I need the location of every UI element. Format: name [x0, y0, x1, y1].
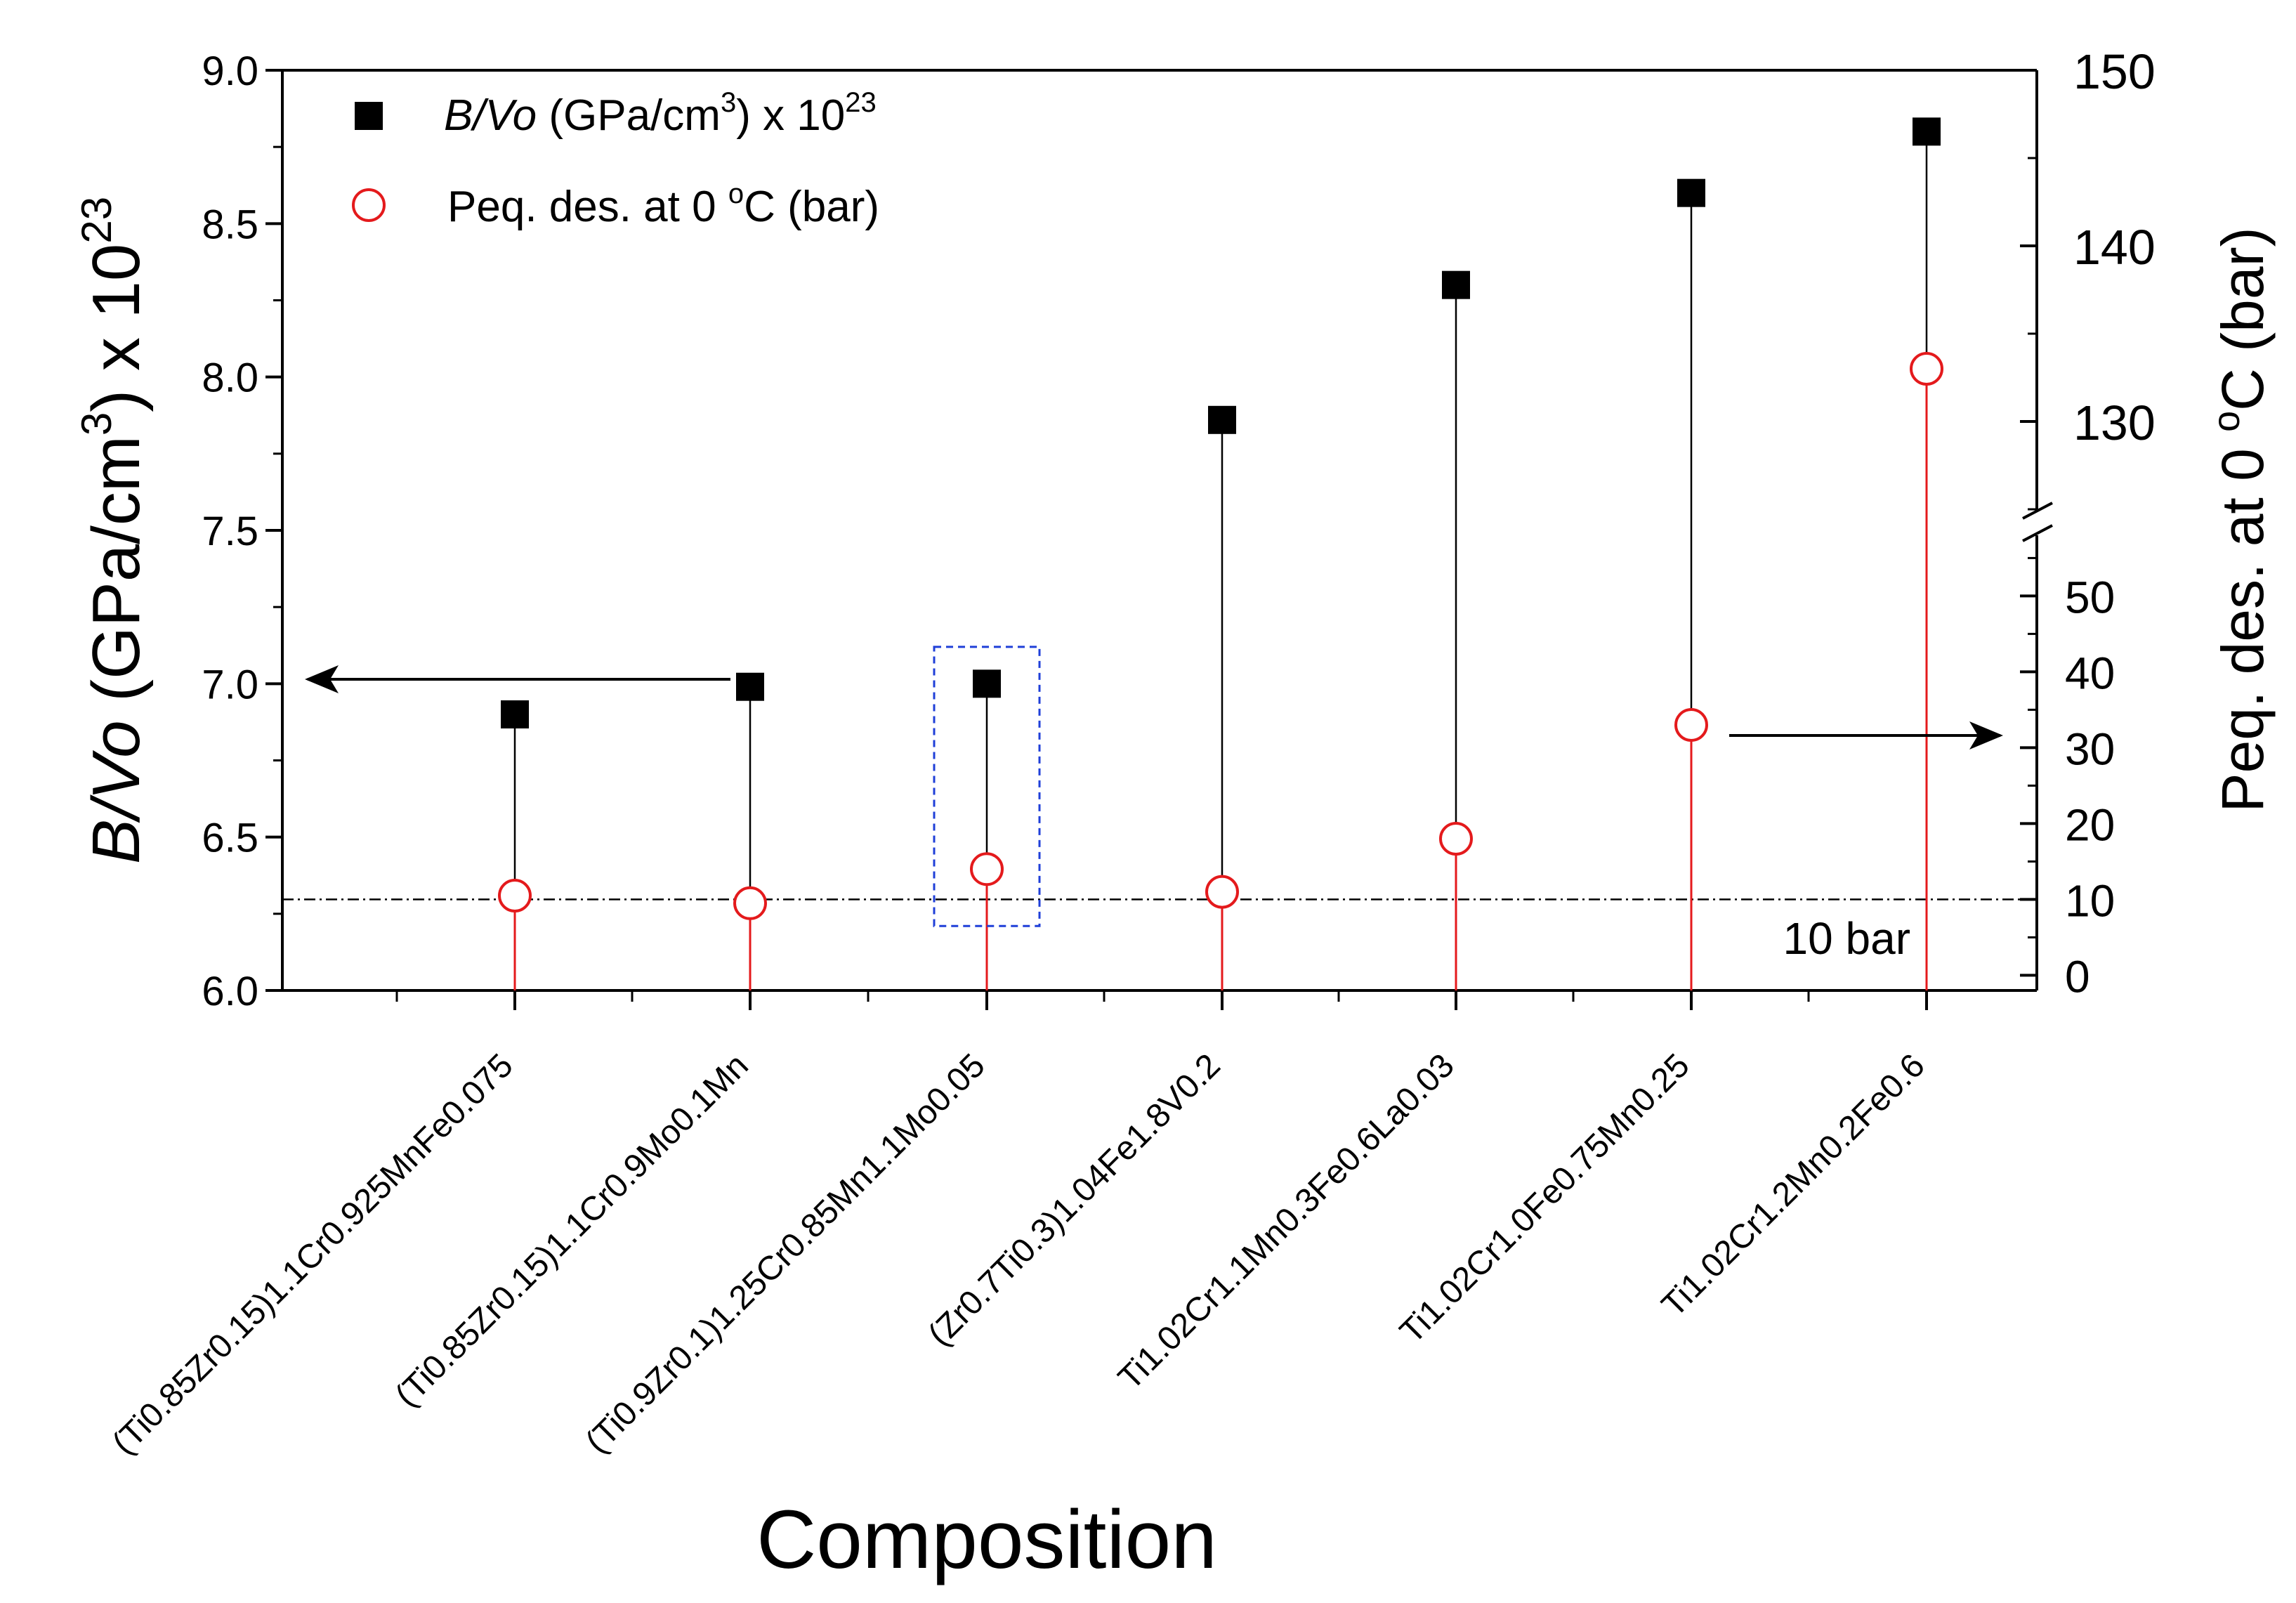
axis-break-mark [2022, 524, 2053, 542]
left-axis-title-italic: B/Vo [79, 721, 154, 865]
right-axis-title-sup: o [2205, 411, 2248, 432]
marker-bvo-square [501, 700, 529, 728]
left-axis-title-rest: (GPa/cm [79, 436, 154, 720]
marker-peq-circle [970, 852, 1004, 886]
left-tick-label: 6.0 [202, 969, 258, 1014]
marker-bvo-square [1913, 117, 1941, 146]
right-axis-title-main: Peq. des. at 0 [2210, 432, 2276, 813]
legend-peq-end: C (bar) [744, 183, 879, 231]
marker-peq-circle [498, 879, 532, 912]
legend-bvo-rest: (GPa/cm [537, 91, 721, 140]
marker-peq-circle [1439, 822, 1473, 856]
left-axis-title-sup1: 3 [73, 412, 120, 436]
right-tick-label: 150 [2073, 44, 2156, 99]
legend-marker-circle [352, 188, 386, 222]
left-tick-label: 8.5 [202, 202, 258, 247]
marker-bvo-square [1208, 405, 1236, 434]
right-tick-label: 0 [2065, 951, 2090, 1002]
marker-peq-circle [1674, 708, 1708, 742]
legend-bvo-sup1: 3 [721, 87, 736, 118]
left-tick-label: 8.0 [202, 355, 258, 401]
right-axis-title: Peq. des. at 0 oC (bar) [2205, 227, 2276, 812]
x-axis-title: Composition [756, 1493, 1217, 1586]
right-axis-title-end: C (bar) [2210, 227, 2276, 410]
left-tick-label: 9.0 [202, 48, 258, 94]
right-tick-label: 140 [2073, 220, 2156, 275]
legend-peq-main: Peq. des. at 0 [447, 183, 728, 231]
left-axis-title: B/Vo (GPa/cm3) x 1023 [73, 197, 154, 864]
axis-break-mark [2022, 502, 2053, 520]
axis-break-marks [2022, 502, 2053, 542]
marker-bvo-square [973, 669, 1001, 698]
legend-bvo-italic: B/Vo [444, 91, 537, 140]
left-axis-title-close: ) x 10 [79, 244, 154, 412]
right-tick-label: 130 [2073, 395, 2156, 450]
marker-bvo-square [1677, 178, 1705, 207]
left-axis-title-sup2: 23 [73, 197, 120, 244]
highlight-box [933, 646, 1041, 927]
left-tick-label: 7.5 [202, 509, 258, 554]
legend: B/Vo (GPa/cm3) x 1023 Peq. des. at 0 oC … [352, 87, 879, 231]
left-tick-label: 7.0 [202, 662, 258, 707]
legend-label-bvo: B/Vo (GPa/cm3) x 1023 [444, 87, 877, 140]
right-tick-label: 10 [2065, 875, 2115, 926]
right-tick-label: 30 [2065, 724, 2115, 774]
marker-bvo-square [736, 672, 764, 701]
reference-line-label: 10 bar [1783, 913, 1910, 964]
legend-peq-sup: o [728, 178, 744, 209]
marker-peq-circle [1205, 875, 1239, 909]
legend-bvo-sup2: 23 [845, 87, 877, 118]
legend-marker-square [355, 102, 383, 130]
right-tick-label: 20 [2065, 799, 2115, 850]
right-tick-label: 40 [2065, 648, 2115, 698]
right-tick-label: 50 [2065, 572, 2115, 622]
left-tick-label: 6.5 [202, 816, 258, 861]
marker-peq-circle [733, 886, 767, 920]
legend-label-peq: Peq. des. at 0 oC (bar) [447, 178, 879, 231]
marker-bvo-square [1442, 270, 1470, 299]
legend-bvo-close: ) x 10 [736, 91, 845, 140]
marker-peq-circle [1910, 352, 1943, 386]
